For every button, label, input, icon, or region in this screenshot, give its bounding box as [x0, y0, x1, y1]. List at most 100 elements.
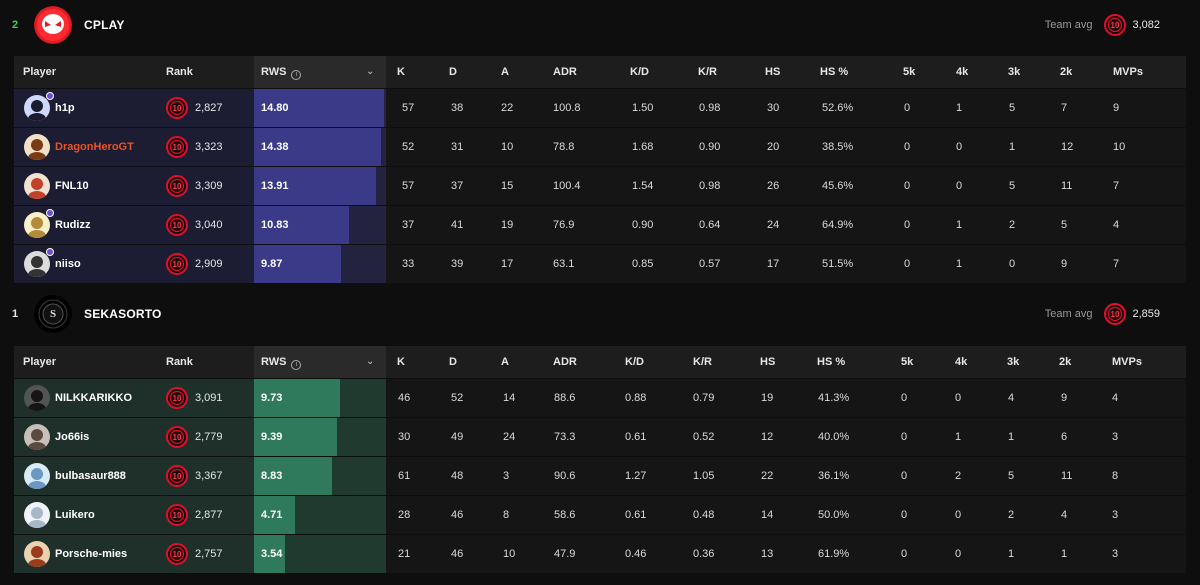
col-4k[interactable]: 4k [956, 66, 969, 78]
stat-k2: 5 [1061, 219, 1068, 231]
stat-k3: 1 [1008, 548, 1015, 560]
col-3k[interactable]: 3k [1007, 356, 1020, 368]
player-name[interactable]: Rudizz [55, 219, 91, 231]
stat-mvps: 8 [1112, 470, 1119, 482]
row-stats-panel [386, 379, 1186, 417]
chevron-down-icon[interactable]: ⌄ [366, 356, 375, 367]
col-mvps[interactable]: MVPs [1113, 66, 1143, 78]
player-name[interactable]: Luikero [55, 509, 95, 521]
col-player[interactable]: Player [23, 66, 57, 78]
player-name[interactable]: DragonHeroGT [55, 141, 134, 153]
col-a[interactable]: A [501, 356, 509, 368]
player-name[interactable]: Porsche-mies [55, 548, 128, 560]
col-kd[interactable]: K/D [630, 66, 649, 78]
stat-k5: 0 [901, 509, 908, 521]
player-name[interactable]: h1p [55, 102, 75, 114]
stat-k5: 0 [904, 219, 911, 231]
table-row[interactable]: Porsche-mies 10 2,757 3.54 21 46 10 47.9 0.46 0.3… [14, 534, 1186, 573]
col-rws[interactable]: RWS i [261, 346, 302, 378]
table-row[interactable]: Jo66is 10 2,779 9.39 30 49 24 73.3 0.61 0.52 12 40.… [14, 417, 1186, 456]
player-name[interactable]: NILKKARIKKO [55, 392, 132, 404]
stat-k: 28 [398, 509, 411, 521]
stat-k: 57 [402, 102, 415, 114]
col-hs[interactable]: HS [760, 356, 776, 368]
col-kr[interactable]: K/R [698, 66, 717, 78]
col-2k[interactable]: 2k [1059, 356, 1072, 368]
col-5k[interactable]: 5k [903, 66, 916, 78]
col-adr[interactable]: ADR [553, 356, 577, 368]
row-stats-panel [386, 418, 1186, 456]
rws-header-bg [254, 346, 386, 378]
info-icon[interactable]: i [291, 70, 302, 80]
col-5k[interactable]: 5k [901, 356, 914, 368]
stat-k2: 11 [1061, 470, 1073, 482]
col-hsp[interactable]: HS % [817, 356, 846, 368]
col-k[interactable]: K [397, 66, 405, 78]
col-d[interactable]: D [449, 66, 457, 78]
table-row[interactable]: NILKKARIKKO 10 3,091 9.73 46 52 14 88.6 0.88 0.79… [14, 378, 1186, 417]
col-hs[interactable]: HS [765, 66, 781, 78]
player-name[interactable]: bulbasaur888 [55, 470, 126, 482]
stat-hsp: 50.0% [818, 509, 850, 521]
stat-d: 37 [451, 180, 464, 192]
skill-level-icon: 10 [166, 465, 188, 490]
col-adr[interactable]: ADR [553, 66, 577, 78]
col-rws-label: RWS [261, 356, 287, 368]
player-rws: 8.83 [261, 470, 283, 482]
stat-a: 8 [503, 509, 510, 521]
avatar[interactable] [24, 541, 50, 567]
col-d[interactable]: D [449, 356, 457, 368]
col-3k[interactable]: 3k [1008, 66, 1021, 78]
avatar[interactable] [24, 95, 50, 121]
avatar[interactable] [24, 173, 50, 199]
row-stats-panel [386, 457, 1186, 495]
col-rank[interactable]: Rank [166, 66, 193, 78]
col-k[interactable]: K [397, 356, 405, 368]
avatar[interactable] [24, 424, 50, 450]
avatar[interactable] [24, 385, 50, 411]
table-row[interactable]: niiso 10 2,909 9.87 33 39 17 63.1 0.85 0.57 17 51.5… [14, 244, 1186, 283]
player-name[interactable]: FNL10 [55, 180, 89, 192]
premium-badge-icon [46, 92, 54, 100]
table-row[interactable]: h1p 10 2,827 14.80 57 38 22 100.8 1.50 0.98 30 52.6… [14, 88, 1186, 127]
team-name[interactable]: SEKASORTO [84, 307, 162, 321]
avatar[interactable] [24, 251, 50, 277]
player-elo: 3,367 [195, 470, 223, 482]
chevron-down-icon[interactable]: ⌄ [366, 66, 375, 77]
col-player[interactable]: Player [23, 356, 57, 368]
stat-hs: 19 [761, 392, 774, 404]
sekasorto-logo-icon[interactable]: S [34, 295, 72, 333]
player-name[interactable]: niiso [55, 258, 81, 270]
table-row[interactable]: bulbasaur888 10 3,367 8.83 61 48 3 90.6 1.27 1.05… [14, 456, 1186, 495]
col-mvps[interactable]: MVPs [1112, 356, 1142, 368]
table-row[interactable]: Rudizz 10 3,040 10.83 37 41 19 76.9 0.90 0.64 24 64… [14, 205, 1186, 244]
stat-k4: 1 [956, 258, 963, 270]
stat-kd: 0.88 [625, 392, 647, 404]
table-header: Player Rank RWS i ⌄ K D A ADR K/D K/R HS … [14, 346, 1186, 378]
info-icon[interactable]: i [291, 360, 302, 370]
col-rank[interactable]: Rank [166, 356, 193, 368]
row-stats-panel [386, 496, 1186, 534]
table-body: h1p 10 2,827 14.80 57 38 22 100.8 1.50 0.98 30 52.6… [14, 88, 1186, 283]
avatar[interactable] [24, 463, 50, 489]
col-a[interactable]: A [501, 66, 509, 78]
avatar[interactable] [24, 502, 50, 528]
table-row[interactable]: Luikero 10 2,877 4.71 28 46 8 58.6 0.61 0.48 14 50.… [14, 495, 1186, 534]
player-name[interactable]: Jo66is [55, 431, 90, 443]
team-name[interactable]: CPLAY [84, 18, 125, 32]
col-rws[interactable]: RWS i [261, 56, 302, 88]
avatar[interactable] [24, 134, 50, 160]
stat-hs: 14 [761, 509, 774, 521]
avatar[interactable] [24, 212, 50, 238]
col-2k[interactable]: 2k [1060, 66, 1073, 78]
cplay-logo-icon[interactable] [34, 6, 72, 44]
stat-mvps: 9 [1113, 102, 1120, 114]
svg-text:10: 10 [1111, 310, 1120, 319]
col-kd[interactable]: K/D [625, 356, 644, 368]
table-row[interactable]: FNL10 10 3,309 13.91 57 37 15 100.4 1.54 0.98 26 45… [14, 166, 1186, 205]
table-row[interactable]: DragonHeroGT 10 3,323 14.38 52 31 10 78.8 1.68 0.… [14, 127, 1186, 166]
col-kr[interactable]: K/R [693, 356, 712, 368]
col-hsp[interactable]: HS % [820, 66, 849, 78]
stat-k4: 0 [955, 548, 962, 560]
col-4k[interactable]: 4k [955, 356, 968, 368]
